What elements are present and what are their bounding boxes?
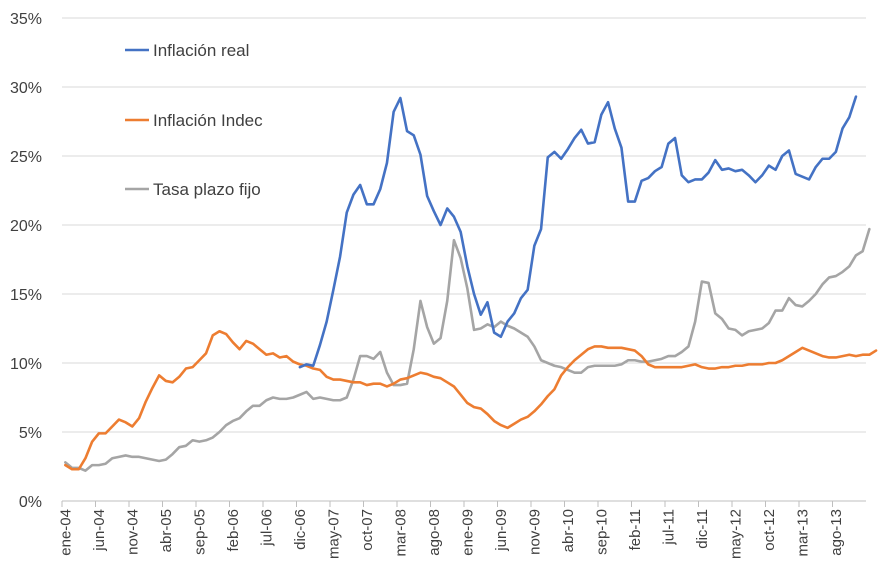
- legend-label: Tasa plazo fijo: [153, 180, 261, 199]
- y-tick-label: 20%: [10, 218, 42, 235]
- y-tick-label: 25%: [10, 149, 42, 166]
- x-tick-label: ene-04: [57, 509, 74, 556]
- y-tick-label: 10%: [10, 356, 42, 373]
- x-tick-label: sep-05: [191, 509, 208, 555]
- y-tick-label: 15%: [10, 287, 42, 304]
- x-tick-label: ago-08: [426, 509, 443, 556]
- x-tick-label: jun-09: [493, 509, 510, 552]
- x-tick-label: nov-04: [124, 509, 141, 555]
- y-tick-label: 0%: [19, 494, 42, 511]
- series-line-inflaci-n-real: [298, 95, 858, 369]
- x-tick-label: jul-06: [258, 509, 275, 547]
- x-tick-label: dic-06: [292, 509, 309, 550]
- x-tick-label: mar-13: [794, 509, 811, 557]
- series-line-tasa-plazo-fijo: [64, 227, 871, 472]
- x-tick-label: oct-12: [761, 509, 778, 551]
- series-line-inflaci-n-indec: [64, 329, 878, 471]
- legend-label: Inflación real: [153, 41, 249, 60]
- x-tick-label: may-07: [325, 509, 342, 559]
- y-tick-label: 30%: [10, 80, 42, 97]
- x-tick-label: feb-11: [627, 509, 644, 550]
- x-tick-label: sep-10: [593, 509, 610, 555]
- x-tick-label: nov-09: [526, 509, 543, 555]
- x-tick-label: feb-06: [225, 509, 242, 552]
- series-lines: [64, 95, 878, 472]
- x-tick-label: abr-10: [560, 509, 577, 552]
- x-tick-label: jun-04: [91, 509, 108, 552]
- x-tick-label: may-12: [727, 509, 744, 559]
- x-tick-label: jul-11: [660, 509, 677, 546]
- y-axis-tick-labels: 0% 5% 10% 15% 20% 25% 30% 35%: [10, 11, 42, 511]
- legend: Inflación real Inflación Indec Tasa plazo …: [125, 41, 263, 199]
- x-tick-label: ago-13: [828, 509, 845, 556]
- x-tick-label: dic-11: [694, 509, 711, 549]
- legend-label: Inflación Indec: [153, 111, 263, 130]
- x-tick-label: ene-09: [459, 509, 476, 556]
- x-tick-label: abr-05: [158, 509, 175, 552]
- gridlines: [62, 17, 866, 433]
- x-tick-label: mar-08: [392, 509, 409, 557]
- y-tick-label: 5%: [19, 425, 42, 442]
- y-tick-label: 35%: [10, 11, 42, 28]
- x-tick-label: oct-07: [359, 509, 376, 551]
- x-axis: ene-04 jun-04 nov-04 abr-05 sep-05 feb-06 jul-…: [57, 500, 866, 559]
